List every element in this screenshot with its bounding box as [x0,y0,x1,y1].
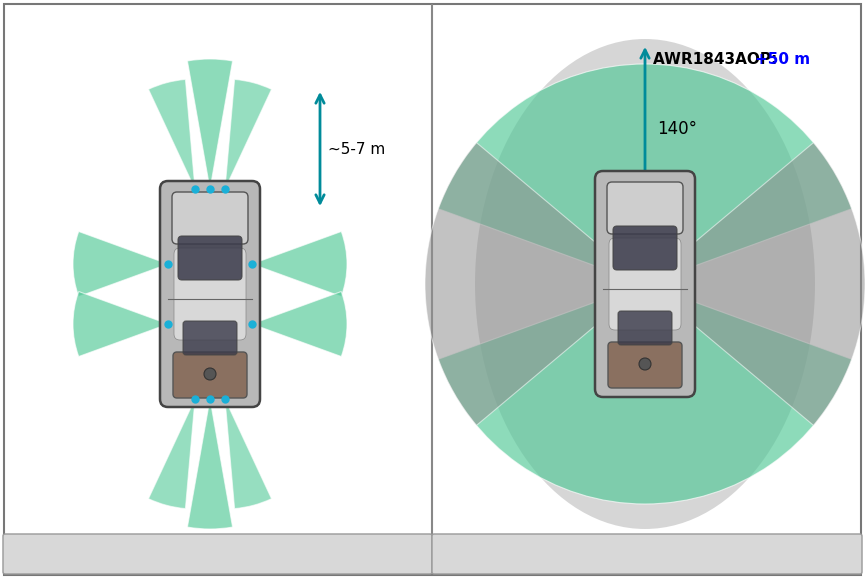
FancyBboxPatch shape [613,226,677,270]
FancyBboxPatch shape [607,182,683,234]
FancyBboxPatch shape [608,342,682,388]
FancyBboxPatch shape [173,352,247,398]
Wedge shape [645,142,865,426]
FancyBboxPatch shape [174,248,246,340]
FancyBboxPatch shape [172,192,248,244]
FancyBboxPatch shape [183,321,237,355]
Text: +50 m: +50 m [755,52,811,67]
Text: ~5-7 m: ~5-7 m [328,141,385,156]
Wedge shape [188,399,233,529]
Wedge shape [252,232,347,296]
FancyBboxPatch shape [3,534,432,574]
Circle shape [204,368,216,380]
Wedge shape [73,291,168,357]
Wedge shape [149,399,195,508]
Wedge shape [149,79,195,189]
FancyBboxPatch shape [618,311,672,345]
Wedge shape [425,142,645,426]
FancyBboxPatch shape [609,238,681,330]
Text: mmWave Radar based Park Assist system: mmWave Radar based Park Assist system [474,547,820,562]
Text: AWR1843AOP:: AWR1843AOP: [653,52,783,67]
Wedge shape [439,284,852,504]
FancyBboxPatch shape [160,181,260,407]
Wedge shape [225,399,272,508]
Circle shape [639,358,651,370]
FancyBboxPatch shape [432,534,862,574]
Wedge shape [439,64,852,284]
FancyBboxPatch shape [178,236,242,280]
Wedge shape [188,59,233,189]
Text: Ultrasonic based Park Assist system: Ultrasonic based Park Assist system [67,547,368,562]
Text: 140°: 140° [657,120,697,138]
Wedge shape [225,79,272,189]
Wedge shape [73,232,168,296]
Ellipse shape [475,39,815,529]
FancyBboxPatch shape [595,171,695,397]
Wedge shape [252,291,347,357]
